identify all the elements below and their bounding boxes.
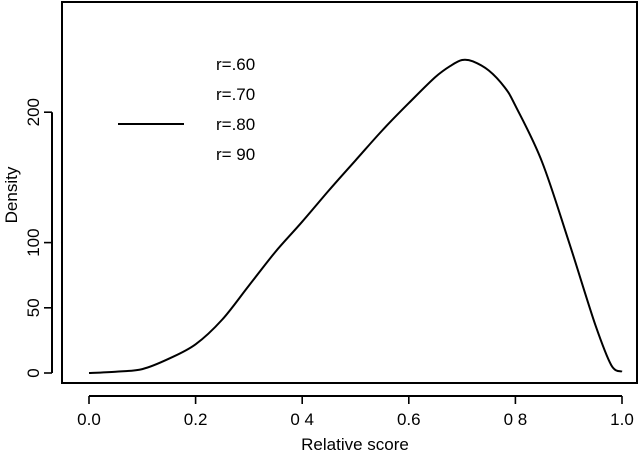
y-tick-label: 100 [24,228,43,256]
y-tick-label: 0 [24,368,43,377]
x-axis-title: Relative score [301,435,409,454]
y-tick-label: 50 [24,298,43,317]
x-tick-label: 0 4 [290,410,314,429]
x-tick-label: 0.0 [77,410,101,429]
y-axis-title: Density [2,166,21,223]
y-tick-label: 200 [24,98,43,126]
legend-entry-label: r= 90 [216,145,255,164]
series-layer [88,58,623,374]
density-curve [88,58,623,374]
legend: r=.60 r=.70 r=.80 r= 90 [118,55,255,164]
x-tick-label: 0.6 [397,410,421,429]
x-tick-label: 1.0 [610,410,634,429]
plot-frame [61,1,638,384]
legend-entry-label: r=.60 [216,55,255,74]
x-ticks: 0.0 0.2 0 4 0.6 0 8 1.0 [77,396,634,429]
legend-entry-label: r=.70 [216,85,255,104]
y-ticks: 0 50 100 200 [24,98,52,378]
x-tick-label: 0.2 [184,410,208,429]
legend-entry-label: r=.80 [216,115,255,134]
x-tick-label: 0 8 [504,410,528,429]
